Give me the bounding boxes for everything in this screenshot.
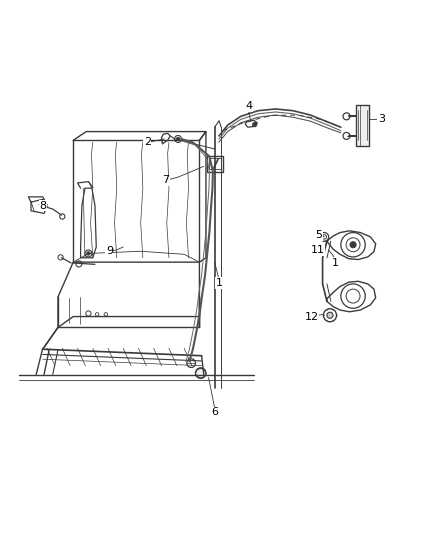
Text: 11: 11	[311, 245, 325, 255]
Text: 12: 12	[305, 312, 319, 322]
Text: 8: 8	[39, 200, 47, 211]
Text: 3: 3	[378, 114, 385, 124]
Text: 2: 2	[144, 138, 151, 148]
Text: 1: 1	[215, 278, 223, 288]
Circle shape	[327, 312, 333, 318]
Text: 7: 7	[162, 175, 170, 185]
Polygon shape	[356, 106, 369, 146]
Text: 1: 1	[332, 258, 339, 268]
Text: 9: 9	[106, 246, 113, 256]
Circle shape	[177, 137, 180, 141]
Circle shape	[350, 241, 356, 248]
Circle shape	[253, 123, 257, 127]
Polygon shape	[195, 368, 206, 378]
Text: 6: 6	[211, 407, 218, 417]
Circle shape	[87, 252, 90, 255]
Text: 4: 4	[245, 101, 252, 111]
Text: 5: 5	[316, 230, 323, 240]
